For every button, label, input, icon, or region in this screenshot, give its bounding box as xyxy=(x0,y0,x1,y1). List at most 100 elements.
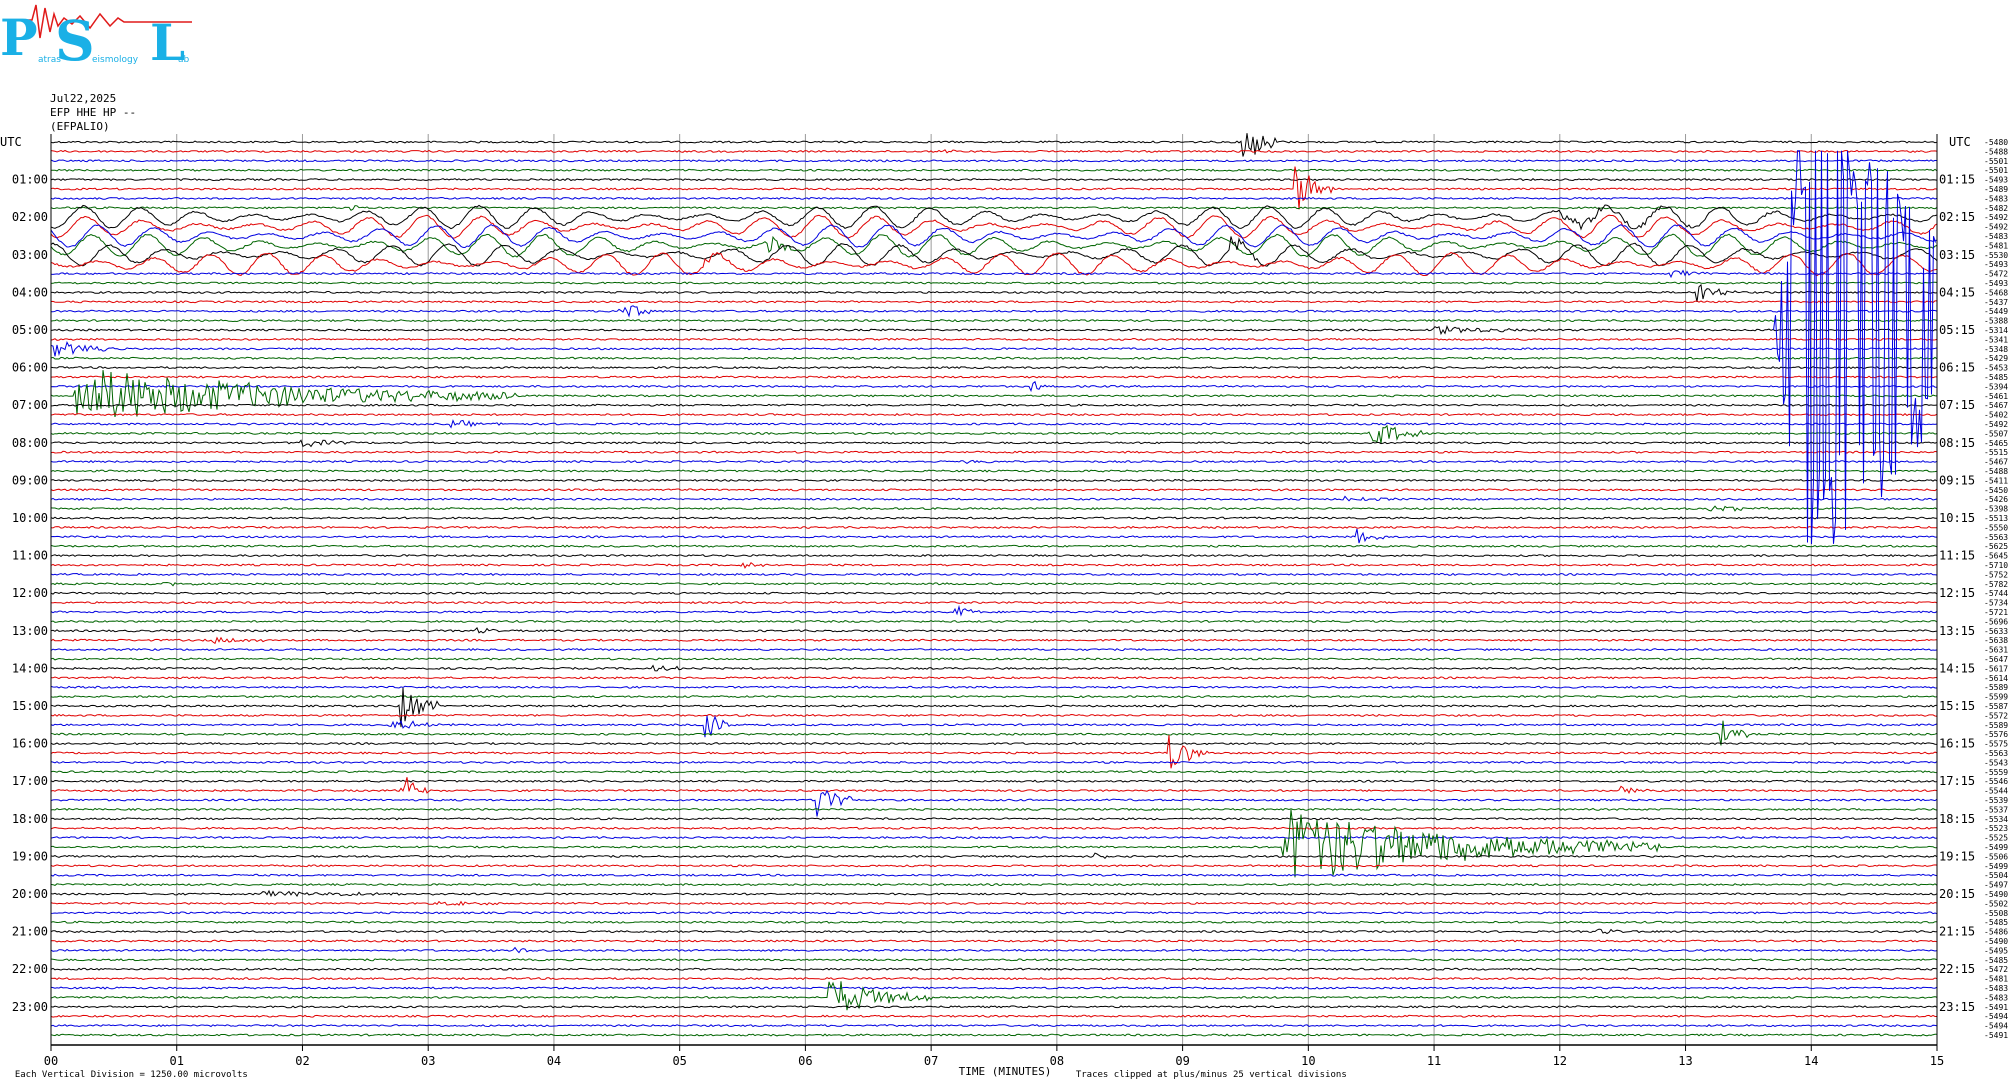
trace-offset-label: -5483 xyxy=(1984,984,2008,993)
trace-offset-label: -5467 xyxy=(1984,401,2008,410)
trace-offset-label: -5499 xyxy=(1984,843,2008,852)
x-tick-label: 15 xyxy=(1930,1054,1944,1068)
trace-offset-label: -5575 xyxy=(1984,740,2008,749)
x-tick-label: 03 xyxy=(421,1054,435,1068)
trace-offset-label: -5572 xyxy=(1984,711,2008,720)
trace-line xyxy=(50,166,1938,210)
trace-line xyxy=(50,1014,1937,1018)
trace-offset-label: -5493 xyxy=(1984,176,2008,185)
trace-offset-label: -5550 xyxy=(1984,523,2008,532)
trace-offset-label: -5495 xyxy=(1984,946,2008,955)
left-hour-label: 10:00 xyxy=(12,511,48,525)
x-tick-label: 13 xyxy=(1678,1054,1692,1068)
trace-offset-label: -5482 xyxy=(1984,204,2008,213)
trace-line xyxy=(50,685,1937,689)
right-hour-label: 15:15 xyxy=(1939,699,1975,713)
trace-line xyxy=(50,720,1938,746)
left-hour-label: 12:00 xyxy=(12,586,48,600)
x-tick-label: 09 xyxy=(1175,1054,1189,1068)
logo-subtext-1: atras xyxy=(38,55,61,65)
right-hour-label: 04:15 xyxy=(1939,285,1975,299)
trace-offset-label: -5485 xyxy=(1984,918,2008,927)
right-hour-label: 17:15 xyxy=(1939,774,1975,788)
right-hour-label: 20:15 xyxy=(1939,887,1975,901)
x-tick-label: 08 xyxy=(1050,1054,1064,1068)
trace-line xyxy=(50,1033,1937,1037)
trace-line xyxy=(50,340,1938,357)
trace-line xyxy=(50,178,1938,182)
trace-offset-label: -5625 xyxy=(1984,542,2008,551)
trace-line xyxy=(50,760,1938,764)
trace-offset-label: -5645 xyxy=(1984,552,2008,561)
trace-offset-label: -5489 xyxy=(1984,185,2008,194)
trace-offset-label: -5426 xyxy=(1984,495,2008,504)
trace-line xyxy=(50,636,1938,645)
left-hour-label: 01:00 xyxy=(12,173,48,187)
trace-offset-label: -5488 xyxy=(1984,467,2008,476)
trace-line xyxy=(50,561,1938,569)
trace-line xyxy=(50,809,1938,878)
footer-division-text: Each Vertical Division = 1250.00 microvo… xyxy=(14,1070,248,1080)
trace-offset-label: -5492 xyxy=(1984,223,2008,232)
trace-line xyxy=(50,469,1938,473)
trace-line xyxy=(50,168,1938,172)
trace-offset-label: -5481 xyxy=(1984,241,2008,250)
trace-offset-label: -5539 xyxy=(1984,796,2008,805)
trace-offset-label: -5485 xyxy=(1984,373,2008,382)
trace-line xyxy=(50,478,1938,482)
trace-line xyxy=(50,205,1938,211)
right-hour-label: 21:15 xyxy=(1939,925,1975,939)
left-axis-title: UTC xyxy=(0,135,22,149)
trace-line xyxy=(50,403,1938,407)
footer-clip-text: Traces clipped at plus/minus 25 vertical… xyxy=(1075,1070,1347,1080)
trace-line xyxy=(50,495,1938,502)
right-hour-label: 23:15 xyxy=(1939,1000,1975,1014)
trace-line xyxy=(50,958,1938,962)
trace-line xyxy=(50,939,1938,943)
trace-offset-label: -5481 xyxy=(1984,975,2008,984)
trace-line xyxy=(50,581,1938,587)
trace-offset-label: -5472 xyxy=(1984,270,2008,279)
trace-offset-label: -5429 xyxy=(1984,354,2008,363)
trace-offset-label: -5599 xyxy=(1984,693,2008,702)
axis-labels: 00 01 02 03 04 05 06 07 08 09 10 11 12 13 14 15 TIME (MI… xyxy=(0,135,2008,1078)
trace-line xyxy=(50,777,1938,795)
trace-line xyxy=(50,224,1938,249)
trace-line xyxy=(50,159,1938,163)
trace-line xyxy=(50,305,1938,318)
trace-offset-label: -5696 xyxy=(1984,617,2008,626)
right-hour-label: 19:15 xyxy=(1939,849,1975,863)
trace-offset-label: -5576 xyxy=(1984,730,2008,739)
trace-offset-label: -5461 xyxy=(1984,392,2008,401)
psl-logo: P S L atras eismology ab xyxy=(0,4,192,70)
trace-offset-label: -5483 xyxy=(1984,194,2008,203)
right-hour-label: 11:15 xyxy=(1939,549,1975,563)
trace-offset-label: -5488 xyxy=(1984,147,2008,156)
trace-line xyxy=(50,713,1938,717)
x-tick-label: 01 xyxy=(170,1054,184,1068)
trace-line xyxy=(50,627,1938,634)
trace-offset-label: -5492 xyxy=(1984,213,2008,222)
trace-offset-label: -5502 xyxy=(1984,899,2008,908)
trace-offset-label: -5589 xyxy=(1984,721,2008,730)
trace-offset-label: -5614 xyxy=(1984,674,2008,683)
trace-offset-label: -5411 xyxy=(1984,476,2008,485)
right-hour-label: 03:15 xyxy=(1939,248,1975,262)
trace-line xyxy=(50,133,1938,157)
trace-line xyxy=(50,149,1938,154)
trace-line xyxy=(50,375,1937,379)
trace-line xyxy=(50,715,1938,738)
trace-offset-label: -5530 xyxy=(1984,251,2008,260)
logo-subtext-3: ab xyxy=(178,55,190,65)
trace-line xyxy=(50,450,1938,454)
trace-offset-label: -5314 xyxy=(1984,326,2008,335)
trace-offset-label: -5734 xyxy=(1984,599,2008,608)
trace-line xyxy=(50,946,1938,954)
header-station: (EFPALIO) xyxy=(50,120,110,133)
trace-offset-label: -5348 xyxy=(1984,345,2008,354)
trace-line xyxy=(50,826,1937,830)
trace-line xyxy=(50,817,1938,821)
trace-line xyxy=(50,676,1938,680)
left-hour-label: 09:00 xyxy=(12,473,48,487)
